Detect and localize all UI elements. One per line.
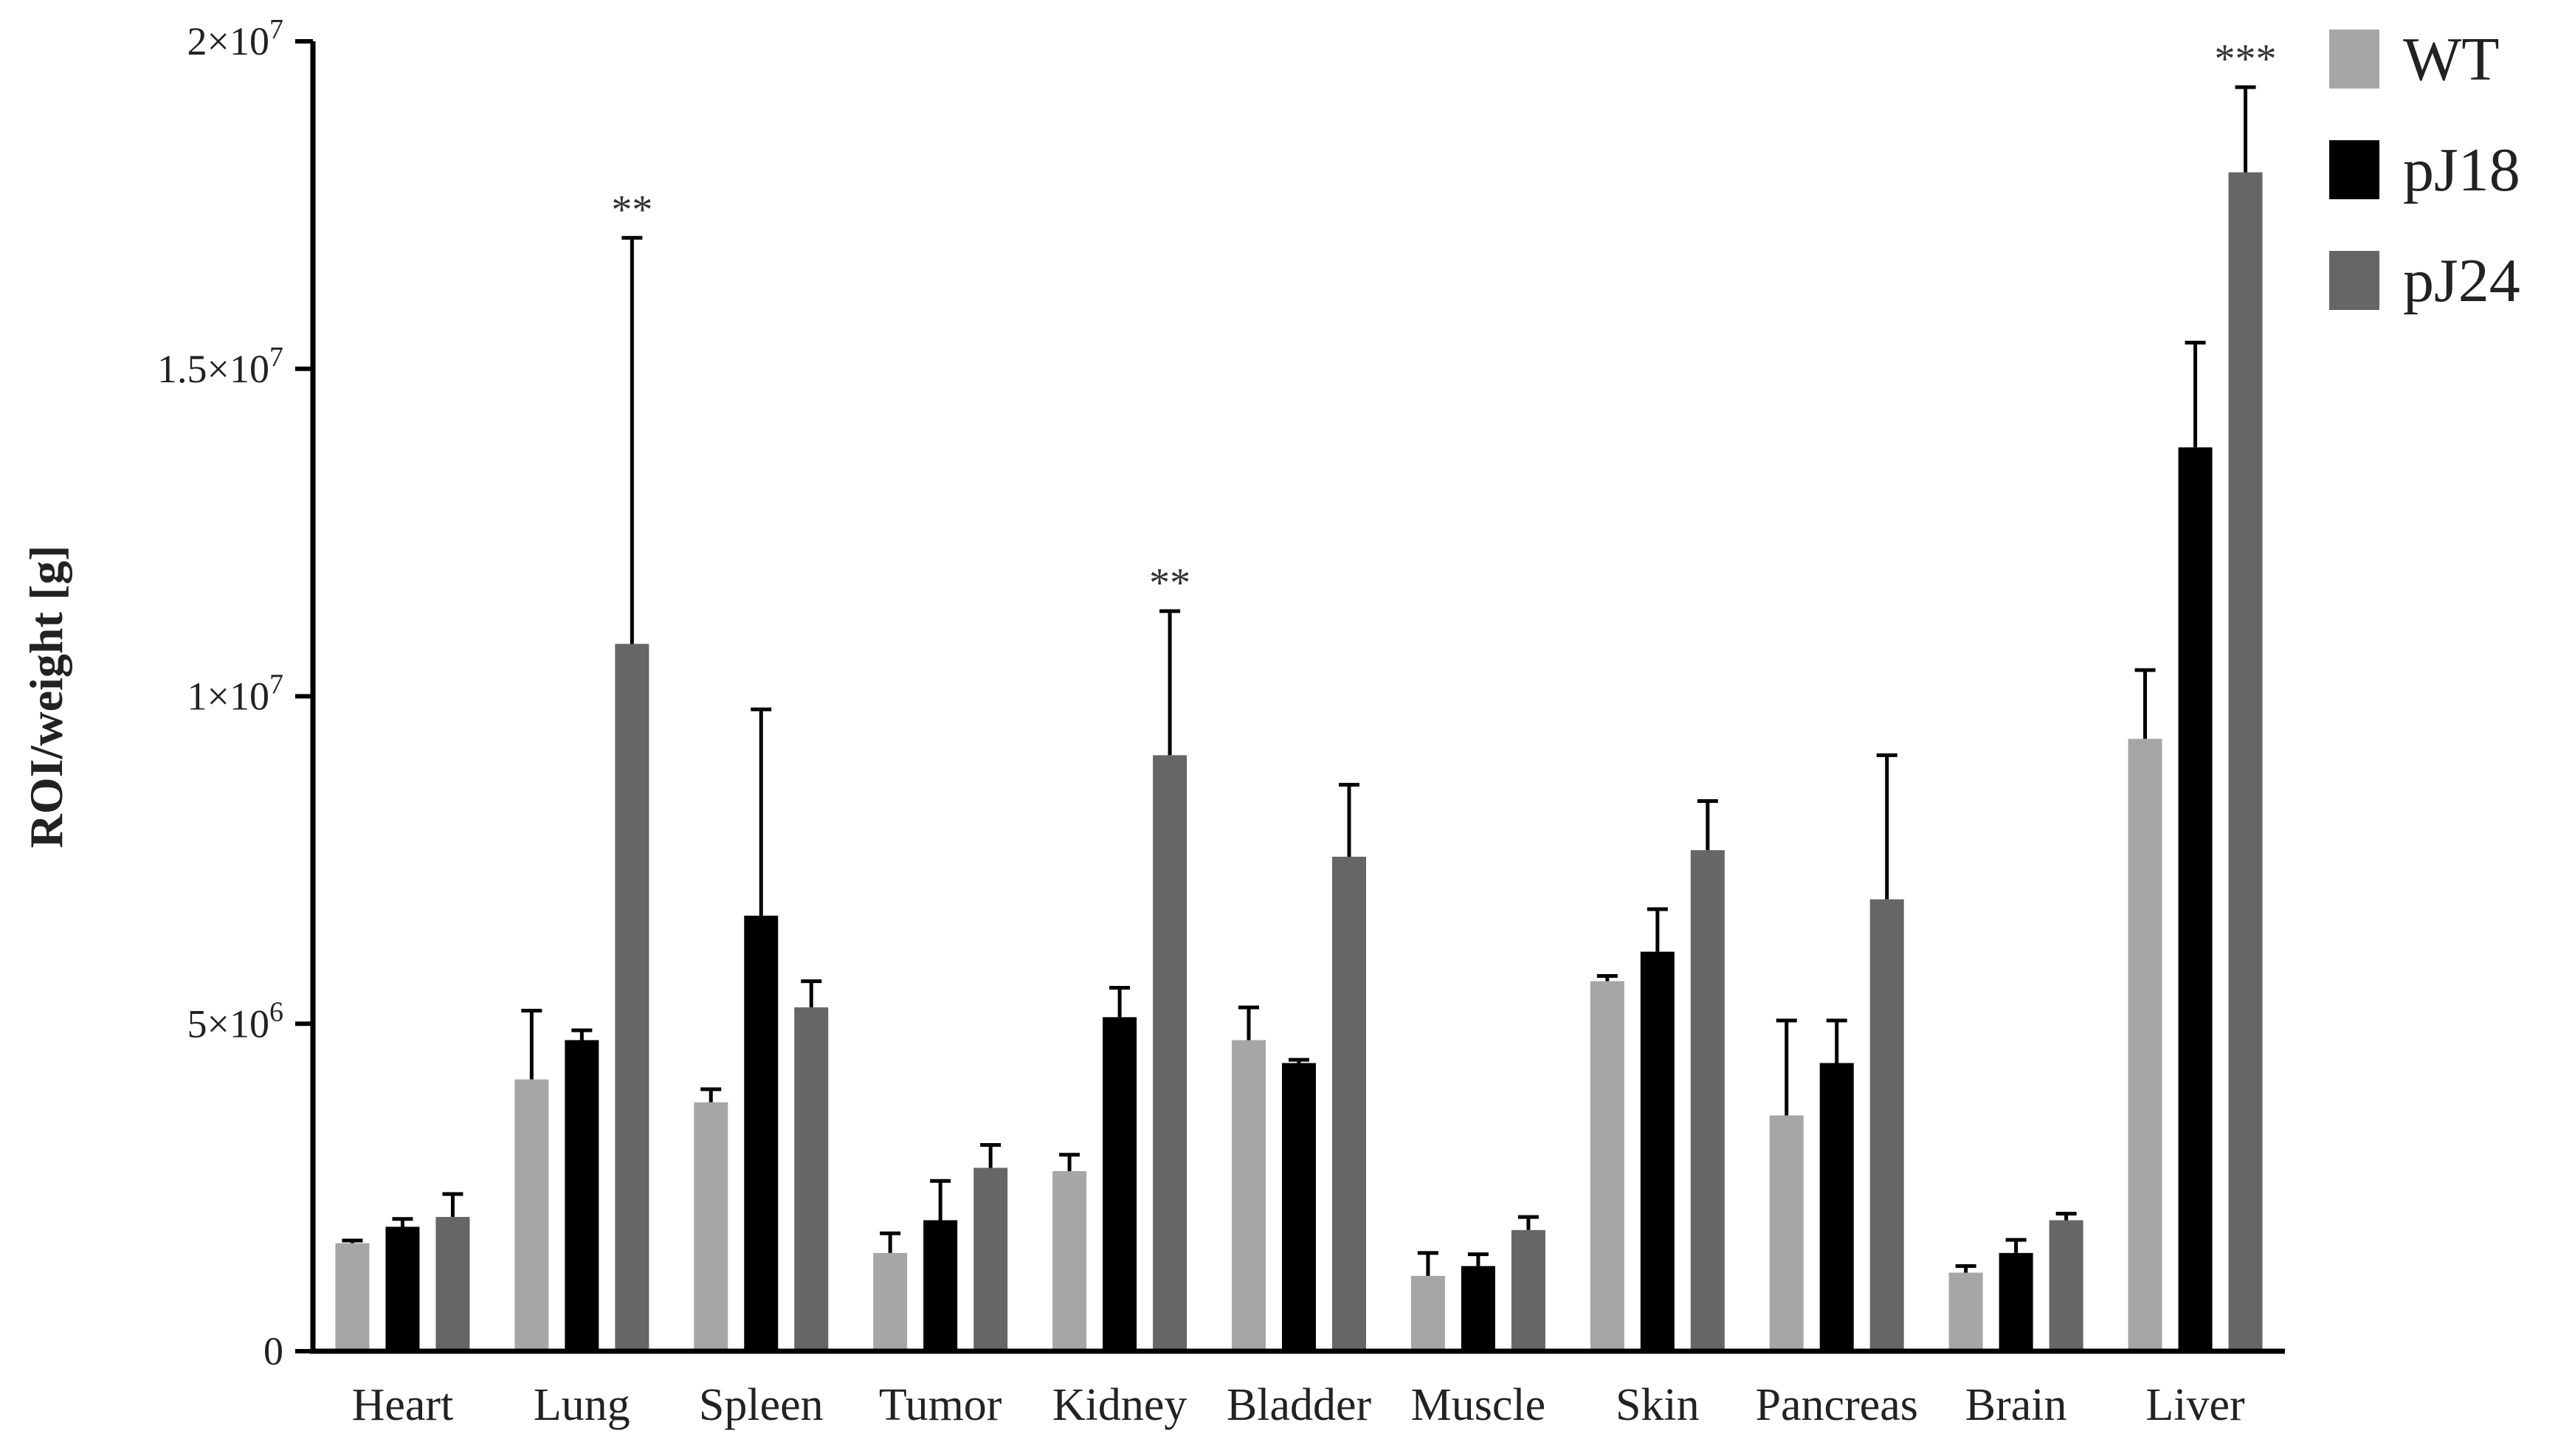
- bar-pj24-tumor: [973, 1167, 1008, 1351]
- bar-pj24-lung: [615, 644, 649, 1351]
- x-tick-label: Bladder: [1227, 1380, 1372, 1430]
- y-tick-label: 0: [263, 1329, 283, 1373]
- bar-wt-skin: [1590, 981, 1624, 1351]
- bar-wt-bladder: [1232, 1040, 1266, 1351]
- y-tick-label: 1×107: [187, 669, 283, 719]
- significance-annotations: *******: [611, 36, 2276, 606]
- bar-pj24-bladder: [1332, 856, 1366, 1351]
- bar-pj24-pancreas: [1869, 899, 1904, 1351]
- bar-wt-brain: [1948, 1272, 1983, 1351]
- bar-pj24-kidney: [1153, 755, 1187, 1351]
- bar-wt-kidney: [1052, 1170, 1087, 1351]
- bar-pj18-heart: [385, 1226, 420, 1351]
- bar-pj18-tumor: [923, 1220, 958, 1351]
- y-tick-label-exponent: 7: [269, 669, 283, 700]
- bar-pj18-skin: [1640, 951, 1675, 1351]
- legend-swatch-wt: [2329, 30, 2379, 89]
- bar-pj18-lung: [565, 1040, 599, 1351]
- y-tick-label-exponent: 7: [269, 14, 283, 45]
- x-tick-label: Kidney: [1052, 1380, 1187, 1430]
- bar-pj18-kidney: [1103, 1017, 1137, 1351]
- bar-pj24-muscle: [1511, 1229, 1545, 1351]
- x-tick-label: Pancreas: [1756, 1380, 1918, 1430]
- legend: WT pJ18 pJ24: [2329, 25, 2520, 315]
- bar-pj24-brain: [2049, 1220, 2083, 1351]
- significance-marker: **: [1149, 560, 1190, 606]
- legend-label: WT: [2403, 25, 2500, 94]
- legend-swatch-pj18: [2329, 140, 2379, 199]
- bar-pj18-pancreas: [1819, 1063, 1854, 1351]
- y-tick-label-base: 5×10: [187, 1001, 269, 1046]
- bar-pj24-spleen: [794, 1007, 829, 1351]
- bar-wt-pancreas: [1769, 1115, 1804, 1351]
- significance-marker: **: [611, 187, 652, 232]
- x-tick-label: Muscle: [1411, 1380, 1546, 1430]
- significance-marker: ***: [2215, 36, 2277, 82]
- y-axis-label: ROI/weight [g]: [20, 545, 72, 849]
- bar-wt-tumor: [873, 1252, 908, 1351]
- bar-pj18-liver: [2178, 447, 2213, 1351]
- y-tick-label: 5×106: [187, 996, 283, 1046]
- bar-wt-liver: [2128, 739, 2162, 1351]
- bar-pj24-liver: [2228, 172, 2263, 1351]
- x-tick-labels: Heart Lung Spleen Tumor Kidney Bladder Muscle S…: [352, 1380, 2245, 1430]
- bar-wt-muscle: [1410, 1275, 1445, 1351]
- x-tick-label: Brain: [1965, 1380, 2067, 1430]
- x-tick-label: Liver: [2145, 1380, 2245, 1430]
- legend-label: pJ24: [2403, 246, 2520, 315]
- bar-wt-heart: [335, 1243, 370, 1351]
- bar-pj18-bladder: [1282, 1063, 1316, 1351]
- y-tick-label-base: 2×10: [187, 19, 269, 63]
- x-tick-label: Tumor: [879, 1380, 1002, 1430]
- y-tick-label: 2×107: [187, 14, 283, 63]
- y-tick-label-exponent: 6: [269, 996, 283, 1027]
- y-tick-label-base: 1.5×10: [157, 347, 269, 391]
- bar-wt-lung: [514, 1079, 549, 1351]
- bars-layer: [335, 85, 2263, 1351]
- y-tick-label: 1.5×107: [157, 342, 283, 391]
- bar-wt-spleen: [694, 1102, 728, 1351]
- legend-swatch-pj24: [2329, 251, 2379, 310]
- bar-pj18-muscle: [1461, 1266, 1495, 1351]
- x-tick-label: Spleen: [699, 1380, 824, 1430]
- bar-pj24-heart: [435, 1217, 470, 1351]
- x-tick-label: Heart: [352, 1380, 454, 1430]
- bar-pj18-brain: [1999, 1252, 2033, 1351]
- bar-pj18-spleen: [744, 915, 779, 1351]
- y-tick-label-base: 1×10: [187, 674, 269, 719]
- y-tick-label-exponent: 7: [269, 342, 283, 373]
- x-tick-label: Skin: [1616, 1380, 1700, 1430]
- bar-pj24-skin: [1690, 850, 1725, 1351]
- x-tick-label: Lung: [534, 1380, 630, 1430]
- legend-label: pJ18: [2403, 136, 2520, 204]
